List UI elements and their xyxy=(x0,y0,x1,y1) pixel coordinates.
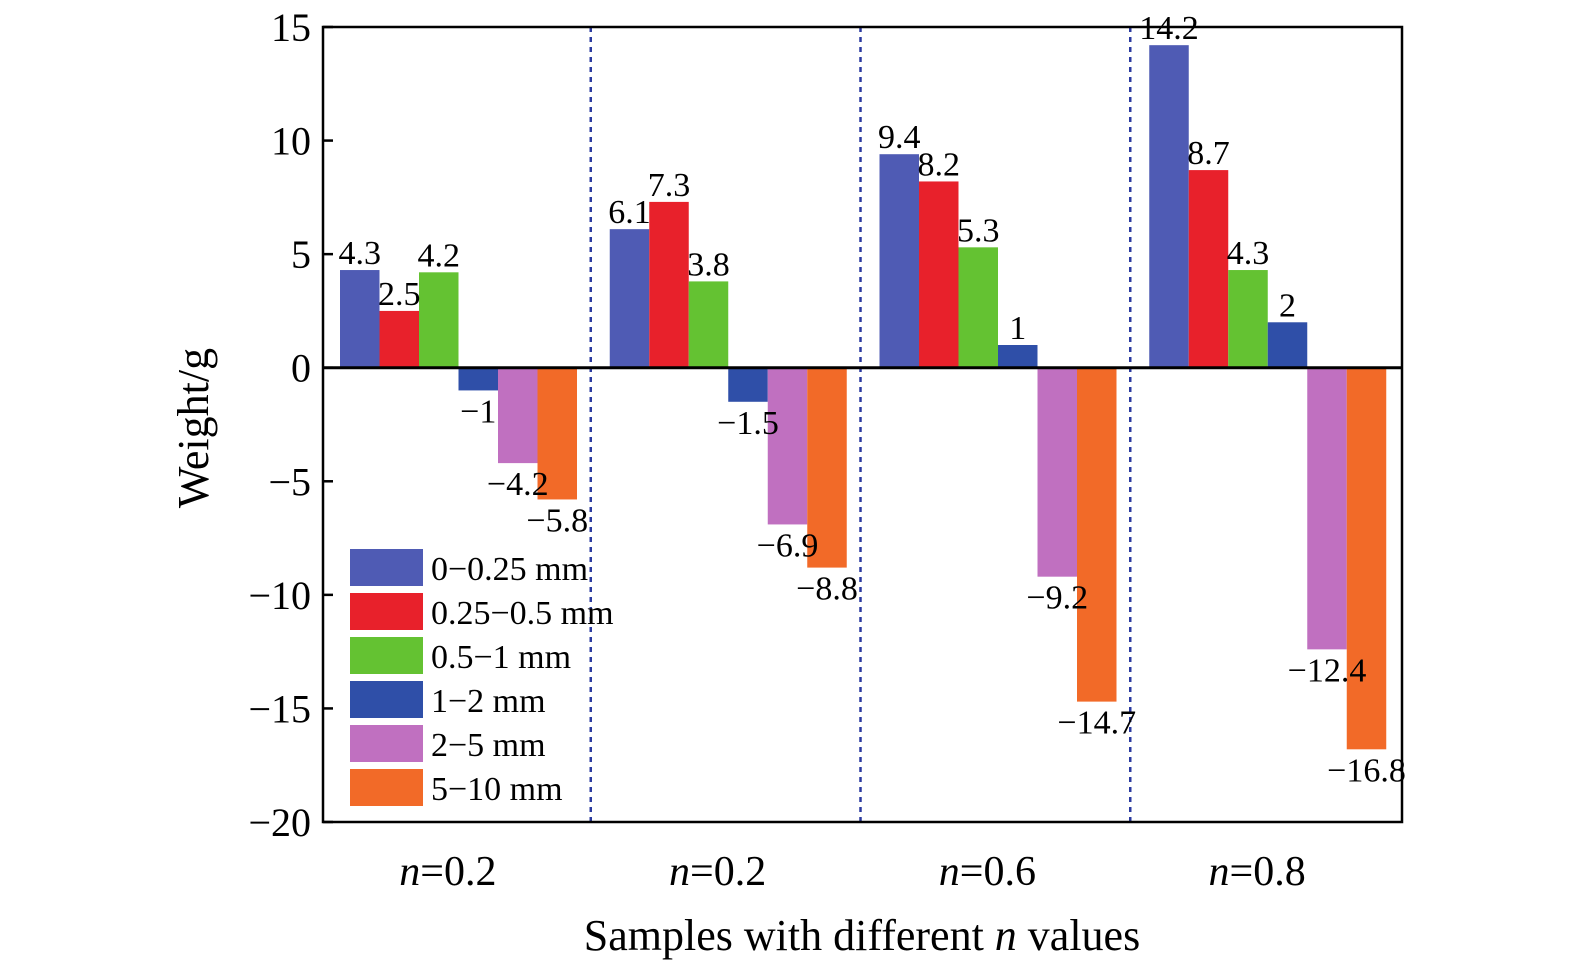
legend-swatch xyxy=(350,637,423,674)
data-label: −5.8 xyxy=(526,502,588,539)
bar-2-series-2 xyxy=(649,201,689,368)
category-value: =0.2 xyxy=(690,849,766,895)
category-variable: n xyxy=(1209,849,1230,895)
legend: 0−0.25 mm 0.25−0.5 mm 0.5−1 mm 1−2 mm 2−5 mm… xyxy=(350,549,614,808)
bar-3-series-1 xyxy=(879,154,919,368)
category-variable: n xyxy=(399,849,420,895)
category-variable: n xyxy=(939,849,960,895)
data-label: 3.8 xyxy=(687,246,730,283)
data-label: 1 xyxy=(1009,310,1026,347)
bar-1-series-6 xyxy=(537,367,577,500)
data-label: 2 xyxy=(1279,287,1296,324)
legend-label: 0.25−0.5 mm xyxy=(431,595,614,632)
y-tick-label: 15 xyxy=(271,5,311,50)
category-value: =0.2 xyxy=(420,849,496,895)
data-label: −9.2 xyxy=(1026,580,1088,617)
group-separators xyxy=(589,27,1132,822)
bar-4-series-5 xyxy=(1307,367,1347,650)
bar-2-series-5 xyxy=(767,367,808,525)
legend-label: 1−2 mm xyxy=(431,683,546,720)
bar-1-series-1 xyxy=(340,270,380,368)
data-label: 4.3 xyxy=(339,235,382,272)
bar-2-series-6 xyxy=(807,367,847,568)
legend-swatch xyxy=(350,769,423,806)
data-label: 4.3 xyxy=(1227,235,1270,272)
bar-3-series-6 xyxy=(1077,367,1117,702)
bars-group xyxy=(340,45,1387,750)
legend-label: 5−10 mm xyxy=(431,771,563,808)
legend-label: 0−0.25 mm xyxy=(431,551,588,588)
data-label: −1 xyxy=(460,393,496,430)
bar-4-series-6 xyxy=(1346,367,1387,750)
bar-1-series-3 xyxy=(419,272,459,368)
x-axis-title-prefix: Samples with different xyxy=(584,911,995,960)
bar-2-series-4 xyxy=(728,367,768,402)
x-axis-title-var: n xyxy=(995,911,1017,960)
legend-swatch xyxy=(350,593,423,630)
y-tick-label: 5 xyxy=(291,232,311,277)
x-category-label: n=0.2 xyxy=(669,849,766,895)
data-label: −12.4 xyxy=(1288,652,1367,689)
y-tick-label: −5 xyxy=(268,459,311,504)
bar-3-series-3 xyxy=(958,247,998,368)
y-tick-label: −10 xyxy=(248,573,311,618)
legend-swatch xyxy=(350,549,423,586)
category-value: =0.8 xyxy=(1230,849,1306,895)
bar-1-series-4 xyxy=(458,367,498,391)
data-label: −16.8 xyxy=(1327,752,1406,789)
bar-4-series-1 xyxy=(1149,45,1189,368)
data-label: −1.5 xyxy=(717,405,779,442)
data-label: 14.2 xyxy=(1139,10,1199,47)
data-label: 9.4 xyxy=(878,119,921,156)
plot-frame xyxy=(321,25,1404,824)
x-category-label: n=0.8 xyxy=(1209,849,1306,895)
data-label: 6.1 xyxy=(608,194,651,231)
legend-label: 0.5−1 mm xyxy=(431,639,571,676)
data-labels-group: 4.3 2.54.2 −1 −4.2−5.8 6.17.3 3.8 −1.5 −6.9 −8.8… xyxy=(339,10,1406,789)
data-label: 5.3 xyxy=(957,212,1000,249)
x-category-labels: n=0.2 n=0.2 n=0.6 n=0.8 xyxy=(399,849,1305,895)
data-label: −8.8 xyxy=(796,571,858,608)
data-label: 8.2 xyxy=(918,146,961,183)
data-label: −14.7 xyxy=(1057,705,1136,742)
y-tick-label: 0 xyxy=(291,346,311,391)
legend-swatch xyxy=(350,725,423,762)
y-tick-label: −20 xyxy=(248,800,311,845)
y-tick-label: −15 xyxy=(248,686,311,731)
legend-swatch xyxy=(350,681,423,718)
data-label: 8.7 xyxy=(1187,135,1230,172)
bar-1-series-5 xyxy=(498,367,538,464)
x-axis-title: Samples with different n values xyxy=(584,911,1140,960)
bar-3-series-5 xyxy=(1037,367,1077,577)
category-value: =0.6 xyxy=(960,849,1036,895)
x-category-label: n=0.2 xyxy=(399,849,496,895)
x-axis-title-suffix: values xyxy=(1017,911,1140,960)
bar-2-series-1 xyxy=(609,229,650,368)
bar-1-series-2 xyxy=(379,310,419,368)
data-label: 2.5 xyxy=(378,276,421,313)
bar-3-series-4 xyxy=(998,345,1038,368)
y-axis-ticks: 15 10 5 0 −5 −10 −15 −20 xyxy=(248,5,333,845)
y-tick-label: 10 xyxy=(271,119,311,164)
legend-label: 2−5 mm xyxy=(431,727,546,764)
bar-3-series-2 xyxy=(919,181,959,368)
data-label: 7.3 xyxy=(648,167,691,204)
bar-2-series-3 xyxy=(688,281,729,368)
data-label: 4.2 xyxy=(418,237,461,274)
category-variable: n xyxy=(669,849,690,895)
data-label: −4.2 xyxy=(487,466,549,503)
data-label: −6.9 xyxy=(757,527,819,564)
y-axis-title: Weight/g xyxy=(169,348,218,508)
bar-4-series-4 xyxy=(1267,322,1308,368)
bar-4-series-2 xyxy=(1188,170,1229,368)
x-category-label: n=0.6 xyxy=(939,849,1036,895)
bar-4-series-3 xyxy=(1228,270,1268,368)
